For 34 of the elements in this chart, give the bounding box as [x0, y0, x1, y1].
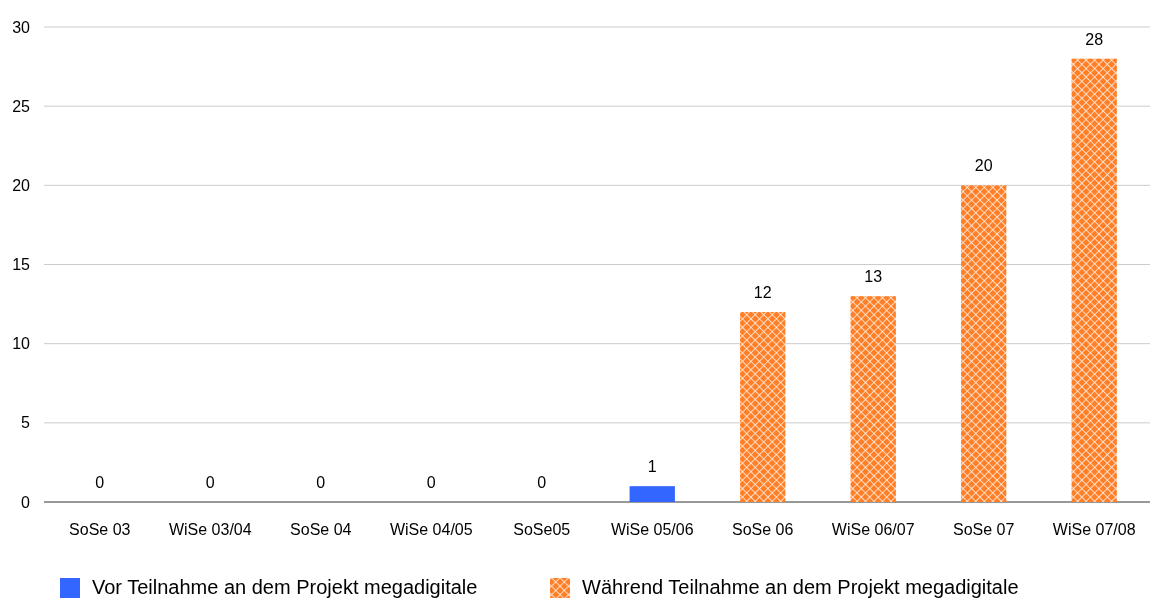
bar — [961, 185, 1007, 502]
x-tick-label: SoSe 03 — [69, 521, 131, 538]
x-tick-label: WiSe 06/07 — [831, 521, 915, 538]
data-label: 0 — [537, 474, 547, 491]
data-label: 12 — [753, 284, 772, 301]
bar — [850, 296, 896, 502]
y-tick-label: 5 — [21, 414, 31, 432]
y-tick-label: 0 — [21, 493, 31, 511]
x-tick-label: SoSe 07 — [953, 521, 1015, 538]
bar — [740, 312, 786, 502]
x-tick-label: SoSe 04 — [290, 521, 352, 538]
data-label: 0 — [426, 474, 436, 491]
data-label: 0 — [316, 474, 326, 491]
x-tick-label: WiSe 03/04 — [168, 521, 252, 538]
data-label: 20 — [974, 157, 993, 175]
data-label: 13 — [864, 268, 883, 286]
legend-label: Vor Teilnahme an dem Projekt megadigitale — [92, 576, 478, 598]
y-tick-label: 15 — [12, 256, 31, 274]
data-label: 0 — [95, 474, 105, 491]
x-tick-label: SoSe 06 — [732, 521, 794, 538]
y-tick-label: 10 — [12, 335, 31, 353]
y-tick-label: 30 — [12, 18, 31, 36]
x-tick-label: SoSe05 — [513, 521, 571, 538]
x-tick-label: WiSe 04/05 — [389, 521, 473, 538]
bar — [1071, 58, 1117, 502]
x-tick-label: WiSe 05/06 — [610, 521, 694, 538]
bar — [629, 486, 675, 502]
data-label: 28 — [1085, 30, 1104, 48]
y-tick-label: 25 — [12, 97, 31, 115]
data-label: 1 — [647, 458, 657, 476]
y-tick-label: 20 — [12, 176, 31, 194]
data-label: 0 — [205, 474, 215, 491]
x-tick-label: WiSe 07/08 — [1052, 521, 1136, 538]
legend-label: Während Teilnahme an dem Projekt megadigitale — [582, 576, 1019, 598]
